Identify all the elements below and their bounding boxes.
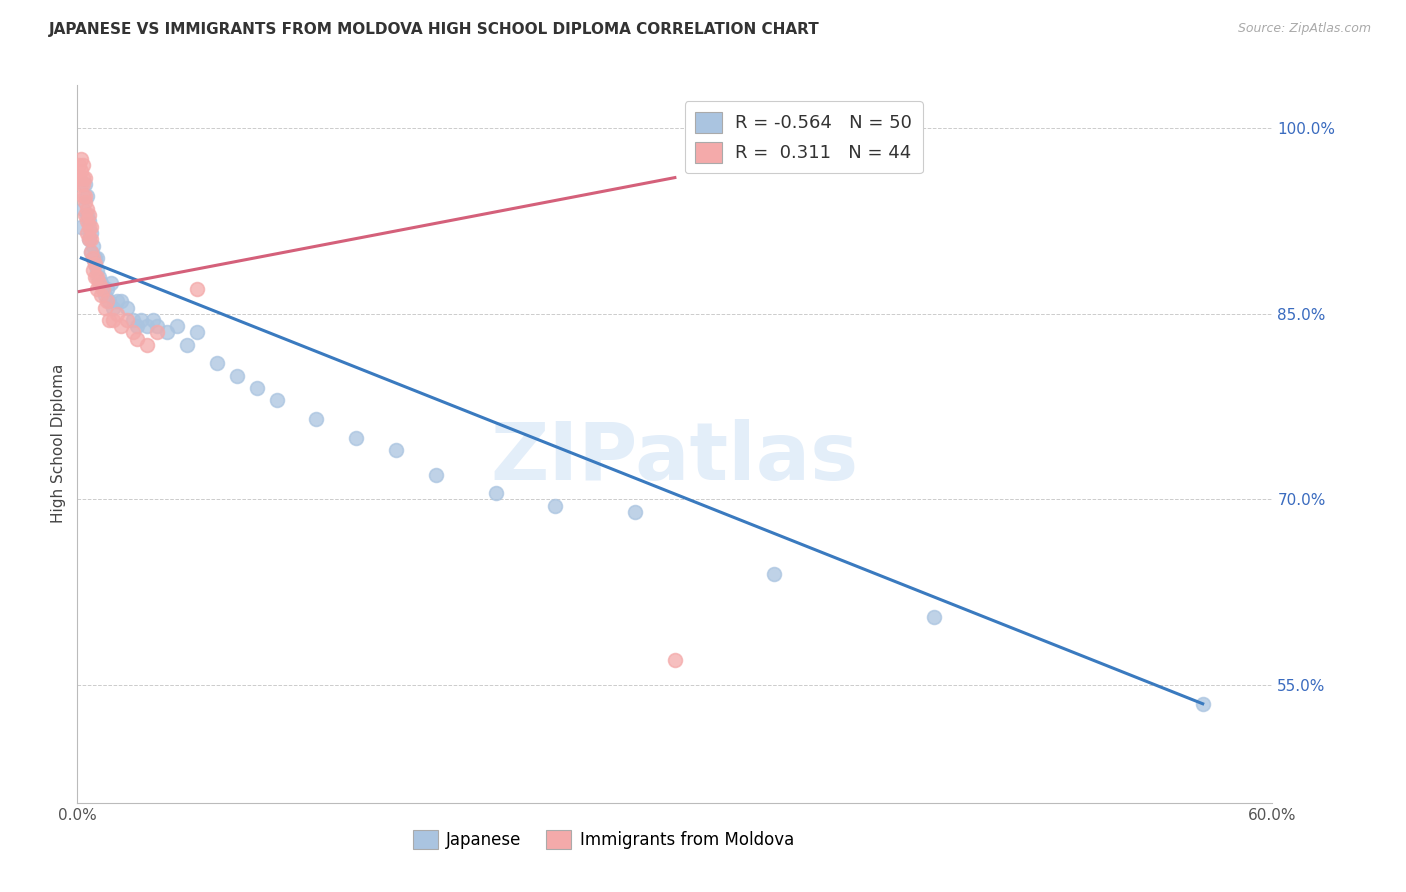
Point xyxy=(80,220,103,235)
Point xyxy=(84,257,107,271)
Point xyxy=(305,412,328,426)
Point xyxy=(127,319,149,334)
Point xyxy=(76,202,98,216)
Point xyxy=(922,610,945,624)
Point xyxy=(103,301,124,315)
Point xyxy=(385,442,408,457)
Point xyxy=(75,208,97,222)
Point xyxy=(91,282,114,296)
Point xyxy=(70,152,93,166)
Point xyxy=(246,381,269,395)
Point xyxy=(90,276,112,290)
Point xyxy=(86,263,108,277)
Point xyxy=(127,332,149,346)
Point xyxy=(76,227,98,241)
Point xyxy=(82,251,104,265)
Point xyxy=(425,467,447,482)
Point xyxy=(75,177,97,191)
Point xyxy=(82,238,104,252)
Point xyxy=(100,276,122,290)
Point xyxy=(72,177,94,191)
Point xyxy=(485,486,508,500)
Point xyxy=(79,208,101,222)
Point xyxy=(84,269,107,284)
Point xyxy=(79,220,101,235)
Point xyxy=(76,189,98,203)
Text: Source: ZipAtlas.com: Source: ZipAtlas.com xyxy=(1237,22,1371,36)
Point xyxy=(146,326,169,340)
Point xyxy=(664,653,686,667)
Point xyxy=(72,202,94,216)
Point xyxy=(115,313,138,327)
Point xyxy=(82,251,104,265)
Text: ZIPatlas: ZIPatlas xyxy=(491,419,859,497)
Point xyxy=(80,244,103,259)
Point xyxy=(1191,697,1213,711)
Point xyxy=(80,244,103,259)
Text: JAPANESE VS IMMIGRANTS FROM MOLDOVA HIGH SCHOOL DIPLOMA CORRELATION CHART: JAPANESE VS IMMIGRANTS FROM MOLDOVA HIGH… xyxy=(49,22,820,37)
Point xyxy=(96,282,118,296)
Point xyxy=(84,251,107,265)
Y-axis label: High School Diploma: High School Diploma xyxy=(51,364,66,524)
Point xyxy=(176,337,198,351)
Point xyxy=(82,263,104,277)
Point xyxy=(105,294,128,309)
Point xyxy=(86,269,108,284)
Point xyxy=(91,282,114,296)
Point xyxy=(75,189,97,203)
Point xyxy=(344,431,367,445)
Point xyxy=(205,356,228,370)
Point xyxy=(84,257,107,271)
Point xyxy=(72,189,94,203)
Point xyxy=(67,170,90,185)
Point xyxy=(105,307,128,321)
Point xyxy=(115,301,138,315)
Point xyxy=(86,282,108,296)
Point xyxy=(186,326,208,340)
Point xyxy=(89,276,111,290)
Point xyxy=(103,313,124,327)
Point xyxy=(79,214,101,228)
Point xyxy=(79,232,101,246)
Point xyxy=(86,251,108,265)
Point xyxy=(76,214,98,228)
Point xyxy=(75,195,97,210)
Point xyxy=(266,393,288,408)
Point xyxy=(89,269,111,284)
Point xyxy=(96,294,118,309)
Point xyxy=(76,208,98,222)
Point xyxy=(544,499,567,513)
Point xyxy=(94,301,117,315)
Point xyxy=(186,282,208,296)
Point xyxy=(90,288,112,302)
Point xyxy=(763,566,786,581)
Point xyxy=(98,313,121,327)
Point xyxy=(146,319,169,334)
Point xyxy=(79,232,101,246)
Point xyxy=(98,294,121,309)
Point xyxy=(624,505,647,519)
Point xyxy=(80,232,103,246)
Point xyxy=(225,368,247,383)
Point xyxy=(70,177,93,191)
Point xyxy=(70,164,93,178)
Point xyxy=(122,313,145,327)
Point xyxy=(75,170,97,185)
Point xyxy=(110,319,132,334)
Point xyxy=(110,294,132,309)
Legend: Japanese, Immigrants from Moldova: Japanese, Immigrants from Moldova xyxy=(406,823,800,855)
Point xyxy=(136,319,159,334)
Point xyxy=(70,220,93,235)
Point xyxy=(94,288,117,302)
Point xyxy=(72,170,94,185)
Point xyxy=(72,158,94,172)
Point xyxy=(129,313,152,327)
Point xyxy=(80,227,103,241)
Point xyxy=(122,326,145,340)
Point xyxy=(136,337,159,351)
Point xyxy=(156,326,179,340)
Point xyxy=(166,319,188,334)
Point xyxy=(142,313,165,327)
Point xyxy=(67,158,90,172)
